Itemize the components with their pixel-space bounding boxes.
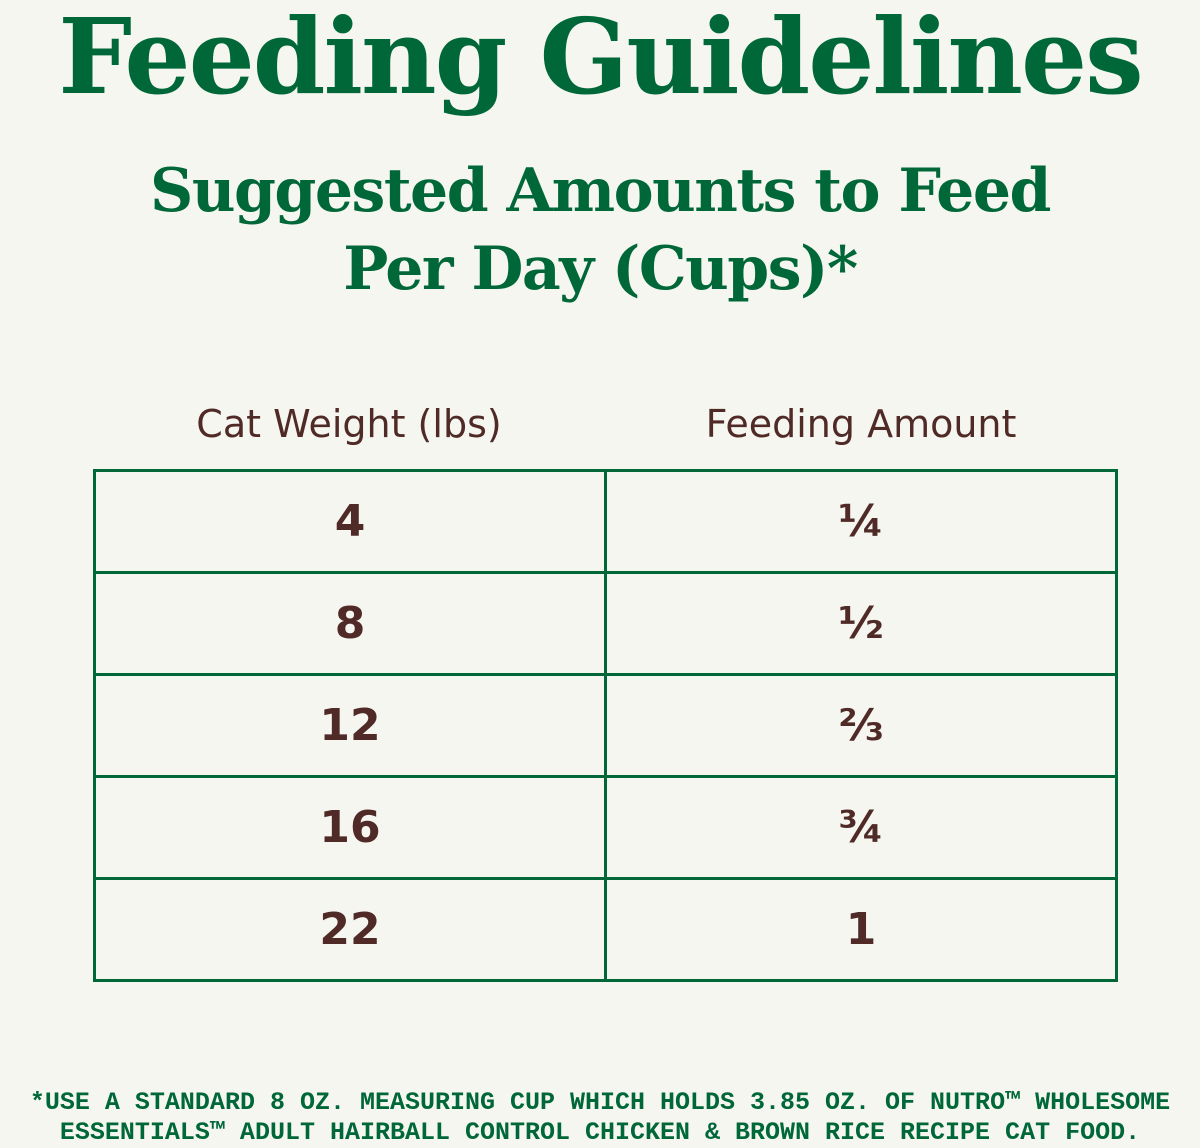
amount-cell: ¾	[604, 775, 1118, 880]
amount-cell: 1	[604, 877, 1118, 982]
weight-cell: 22	[93, 877, 607, 982]
weight-cell: 4	[93, 469, 607, 574]
amount-cell: ¼	[604, 469, 1118, 574]
weight-cell: 12	[93, 673, 607, 778]
subtitle-line-1: Suggested Amounts to Feed	[150, 156, 1051, 226]
page-title: Feeding Guidelines	[58, 0, 1143, 118]
table-row: 16 ¾	[93, 775, 1118, 880]
footnote-line-1: *USE A STANDARD 8 OZ. MEASURING CUP WHIC…	[29, 1088, 1171, 1117]
amount-cell: ½	[604, 571, 1118, 676]
table-row: 22 1	[93, 877, 1118, 982]
weight-cell: 8	[93, 571, 607, 676]
column-header-amount: Feeding Amount	[705, 402, 1017, 446]
amount-cell: ⅔	[604, 673, 1118, 778]
table-row: 12 ⅔	[93, 673, 1118, 778]
footnote: *USE A STANDARD 8 OZ. MEASURING CUP WHIC…	[0, 1088, 1200, 1148]
subtitle-line-2: Per Day (Cups)*	[343, 234, 858, 304]
column-header-weight: Cat Weight (lbs)	[196, 402, 502, 446]
weight-cell: 16	[93, 775, 607, 880]
subtitle: Suggested Amounts to Feed Per Day (Cups)…	[0, 152, 1200, 308]
footnote-line-2: ESSENTIALS™ ADULT HAIRBALL CONTROL CHICK…	[59, 1118, 1141, 1147]
